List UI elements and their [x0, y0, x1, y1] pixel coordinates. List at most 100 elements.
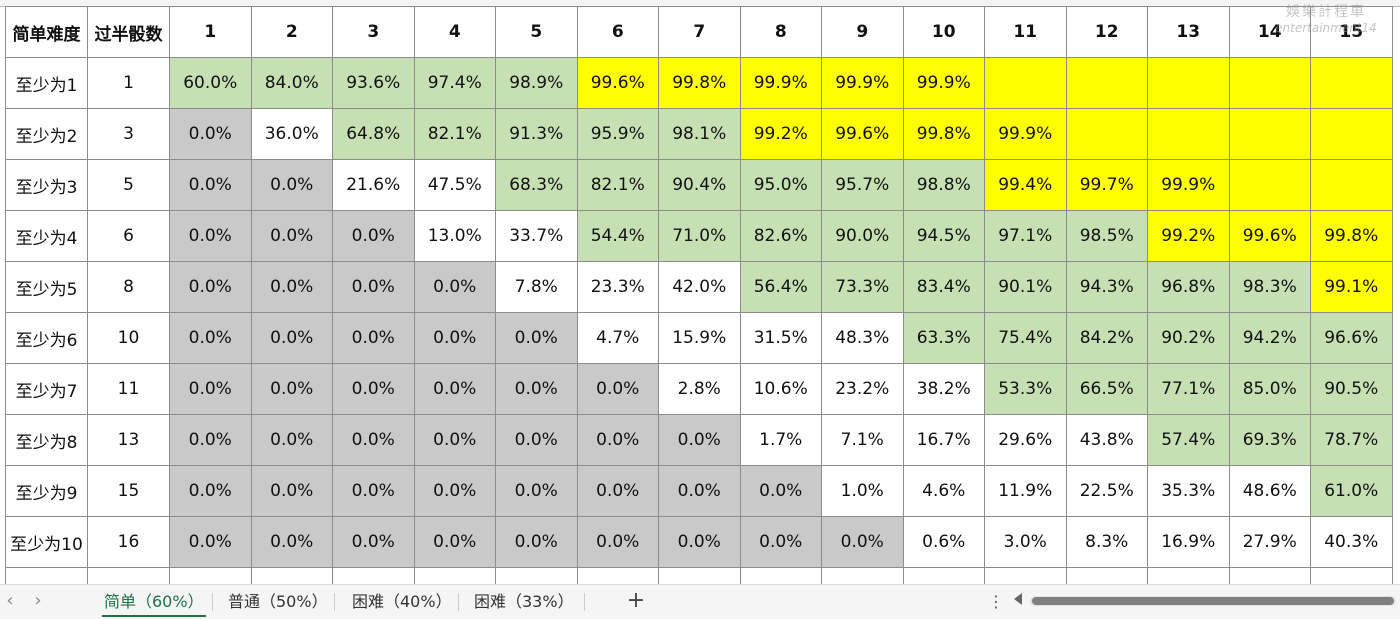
probability-cell[interactable]: 96.6%	[1310, 312, 1393, 364]
probability-cell[interactable]: 3.0%	[984, 516, 1067, 568]
probability-cell[interactable]: 98.1%	[658, 108, 741, 160]
probability-cell[interactable]: 48.6%	[1228, 465, 1311, 517]
probability-cell[interactable]: 13.0%	[413, 210, 496, 262]
probability-cell[interactable]: 11.9%	[984, 465, 1067, 517]
probability-cell[interactable]: 63.3%	[902, 312, 985, 364]
probability-cell[interactable]: 99.9%	[1147, 159, 1230, 211]
probability-cell[interactable]: 90.0%	[821, 210, 904, 262]
probability-cell[interactable]: 82.1%	[576, 159, 659, 211]
probability-cell[interactable]	[1065, 57, 1148, 109]
probability-cell[interactable]: 0.0%	[413, 312, 496, 364]
probability-cell[interactable]	[1228, 159, 1311, 211]
probability-cell[interactable]: 0.0%	[495, 312, 578, 364]
header-dice-count[interactable]: 4	[413, 6, 496, 58]
probability-cell[interactable]: 8.3%	[1065, 516, 1148, 568]
header-dice-count[interactable]: 6	[576, 6, 659, 58]
probability-cell[interactable]: 99.1%	[1310, 261, 1393, 313]
empty-cell[interactable]	[821, 567, 904, 584]
probability-cell[interactable]: 83.4%	[902, 261, 985, 313]
probability-cell[interactable]: 0.0%	[413, 261, 496, 313]
probability-cell[interactable]: 0.0%	[739, 465, 822, 517]
half-dice-cell[interactable]: 13	[87, 414, 170, 466]
header-dice-count[interactable]: 8	[739, 6, 822, 58]
probability-cell[interactable]: 15.9%	[658, 312, 741, 364]
probability-cell[interactable]	[1147, 57, 1230, 109]
header-dice-count[interactable]: 3	[332, 6, 415, 58]
tab-sheet-hard-33[interactable]: 困难（33%）	[474, 592, 574, 611]
probability-cell[interactable]: 99.8%	[902, 108, 985, 160]
probability-cell[interactable]: 1.7%	[739, 414, 822, 466]
probability-cell[interactable]: 99.6%	[576, 57, 659, 109]
probability-cell[interactable]: 40.3%	[1310, 516, 1393, 568]
header-half-dice[interactable]: 过半骰数	[87, 6, 170, 58]
probability-cell[interactable]: 60.0%	[169, 57, 252, 109]
half-dice-cell[interactable]: 15	[87, 465, 170, 517]
probability-cell[interactable]: 0.0%	[413, 516, 496, 568]
probability-cell[interactable]: 0.0%	[495, 516, 578, 568]
header-dice-count[interactable]: 9	[821, 6, 904, 58]
empty-cell[interactable]	[739, 567, 822, 584]
probability-cell[interactable]: 31.5%	[739, 312, 822, 364]
probability-cell[interactable]: 36.0%	[250, 108, 333, 160]
probability-cell[interactable]: 0.0%	[576, 363, 659, 415]
probability-cell[interactable]: 98.8%	[902, 159, 985, 211]
probability-cell[interactable]: 57.4%	[1147, 414, 1230, 466]
probability-cell[interactable]: 0.0%	[495, 414, 578, 466]
row-label[interactable]: 至少为7	[5, 363, 88, 415]
probability-cell[interactable]: 0.0%	[576, 465, 659, 517]
probability-cell[interactable]: 0.0%	[413, 363, 496, 415]
row-label[interactable]: 至少为4	[5, 210, 88, 262]
probability-cell[interactable]: 54.4%	[576, 210, 659, 262]
probability-cell[interactable]: 0.0%	[250, 312, 333, 364]
probability-cell[interactable]: 99.4%	[984, 159, 1067, 211]
probability-cell[interactable]: 99.6%	[821, 108, 904, 160]
probability-cell[interactable]: 43.8%	[1065, 414, 1148, 466]
probability-cell[interactable]: 0.0%	[576, 414, 659, 466]
header-dice-count[interactable]: 11	[984, 6, 1067, 58]
probability-cell[interactable]: 96.8%	[1147, 261, 1230, 313]
probability-cell[interactable]	[1228, 57, 1311, 109]
empty-cell[interactable]	[1310, 567, 1393, 584]
probability-cell[interactable]: 97.1%	[984, 210, 1067, 262]
probability-cell[interactable]: 0.0%	[169, 159, 252, 211]
probability-cell[interactable]: 99.8%	[1310, 210, 1393, 262]
probability-cell[interactable]: 0.0%	[250, 465, 333, 517]
probability-cell[interactable]: 73.3%	[821, 261, 904, 313]
probability-cell[interactable]: 0.0%	[658, 414, 741, 466]
probability-cell[interactable]: 0.0%	[169, 210, 252, 262]
row-label[interactable]: 至少为10	[5, 516, 88, 568]
probability-cell[interactable]: 7.1%	[821, 414, 904, 466]
probability-cell[interactable]: 23.3%	[576, 261, 659, 313]
probability-cell[interactable]: 0.0%	[413, 465, 496, 517]
probability-cell[interactable]: 82.1%	[413, 108, 496, 160]
probability-cell[interactable]: 90.2%	[1147, 312, 1230, 364]
probability-cell[interactable]: 10.6%	[739, 363, 822, 415]
probability-cell[interactable]: 0.0%	[169, 261, 252, 313]
empty-cell[interactable]	[87, 567, 170, 584]
empty-cell[interactable]	[1065, 567, 1148, 584]
probability-cell[interactable]: 84.2%	[1065, 312, 1148, 364]
header-dice-count[interactable]: 2	[250, 6, 333, 58]
row-label[interactable]: 至少为3	[5, 159, 88, 211]
probability-cell[interactable]: 99.9%	[984, 108, 1067, 160]
probability-cell[interactable]: 0.0%	[169, 363, 252, 415]
probability-cell[interactable]: 93.6%	[332, 57, 415, 109]
probability-cell[interactable]: 38.2%	[902, 363, 985, 415]
probability-cell[interactable]: 71.0%	[658, 210, 741, 262]
probability-cell[interactable]: 78.7%	[1310, 414, 1393, 466]
probability-cell[interactable]: 99.2%	[739, 108, 822, 160]
half-dice-cell[interactable]: 6	[87, 210, 170, 262]
probability-cell[interactable]: 85.0%	[1228, 363, 1311, 415]
probability-cell[interactable]: 94.2%	[1228, 312, 1311, 364]
tab-sheet-easy[interactable]: 简单（60%）	[96, 589, 212, 617]
header-dice-count[interactable]: 7	[658, 6, 741, 58]
row-label[interactable]: 至少为2	[5, 108, 88, 160]
probability-cell[interactable]: 0.0%	[332, 465, 415, 517]
chevron-right-icon[interactable]: ›	[34, 590, 42, 611]
probability-cell[interactable]: 0.0%	[576, 516, 659, 568]
probability-cell[interactable]: 7.8%	[495, 261, 578, 313]
probability-cell[interactable]: 2.8%	[658, 363, 741, 415]
probability-cell[interactable]: 4.7%	[576, 312, 659, 364]
probability-cell[interactable]: 0.0%	[169, 414, 252, 466]
empty-cell[interactable]	[1147, 567, 1230, 584]
